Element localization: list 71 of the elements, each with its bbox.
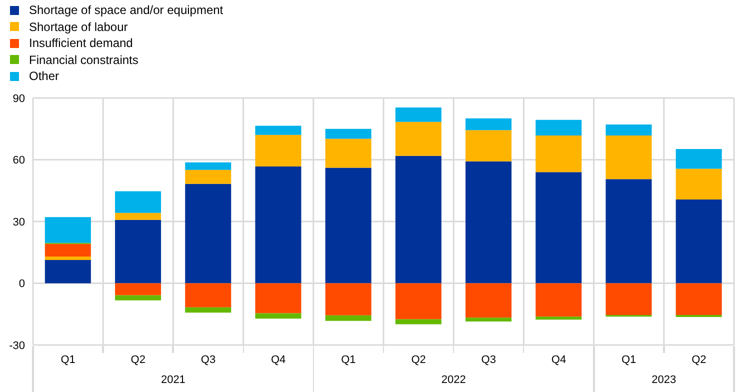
bar (325, 128, 372, 139)
bar (325, 138, 372, 168)
x-tick-label: Q1 (341, 354, 356, 366)
bar (44, 256, 91, 260)
bar (395, 156, 442, 284)
bar (606, 283, 652, 315)
bar (395, 107, 442, 122)
bar (255, 313, 302, 319)
x-tick-label: Q4 (271, 354, 286, 366)
y-tick-label: 60 (12, 154, 25, 167)
legend-label: Shortage of space and/or equipment (29, 3, 224, 18)
bar (395, 319, 442, 324)
bar (395, 283, 442, 320)
text: 2023 (652, 374, 676, 386)
legend-label: Shortage of labour (29, 20, 128, 34)
bar (536, 283, 582, 317)
bar (466, 318, 512, 322)
text: 2022 (441, 374, 466, 386)
bar (115, 212, 162, 220)
bar (255, 283, 302, 314)
bar (676, 314, 722, 318)
y-tick-label: 30 (12, 216, 25, 228)
bar (466, 161, 512, 284)
bar (536, 135, 582, 172)
bar (606, 135, 652, 180)
text: 2021 (160, 374, 186, 386)
bar (676, 149, 722, 169)
bar (676, 168, 722, 200)
bar (395, 122, 442, 156)
x-tick-label: Q3 (481, 354, 496, 366)
bar (466, 118, 512, 130)
bar (185, 162, 232, 170)
y-tick-label: 0 (18, 278, 25, 290)
x-tick-label: Q1 (60, 354, 76, 366)
bar (466, 283, 512, 318)
bar (44, 260, 91, 284)
x-tick-label: Q2 (692, 354, 706, 366)
bar (255, 166, 302, 284)
x-tick-label: Q2 (411, 354, 426, 366)
bar (606, 179, 652, 284)
bar (606, 124, 652, 136)
bar (325, 283, 372, 316)
x-tick-label: Q3 (200, 354, 216, 366)
bar (185, 283, 232, 308)
bar (466, 130, 512, 162)
bar (115, 220, 162, 284)
legend-label: Financial constraints (29, 52, 138, 67)
bar (536, 172, 582, 284)
bar (325, 168, 372, 284)
bar (44, 244, 91, 256)
legend-label: Other (29, 69, 60, 84)
y-tick-label: 90 (12, 92, 25, 105)
bar (255, 134, 302, 167)
bar (676, 283, 722, 315)
bar (115, 283, 162, 296)
bar (676, 199, 722, 284)
bar (536, 316, 582, 320)
bar (536, 120, 582, 136)
bar (115, 191, 162, 213)
y-tick-label: -30 (9, 340, 25, 352)
x-tick-label: Q2 (130, 354, 146, 366)
x-tick-label: Q4 (551, 354, 566, 366)
bar (185, 307, 232, 313)
bar (325, 315, 372, 321)
bar (255, 126, 302, 135)
legend-label: Insufficient demand (29, 36, 133, 50)
bar (115, 295, 162, 300)
bar (185, 170, 232, 184)
bar (185, 184, 232, 284)
bar (44, 217, 91, 243)
x-tick-label: Q1 (622, 354, 636, 366)
